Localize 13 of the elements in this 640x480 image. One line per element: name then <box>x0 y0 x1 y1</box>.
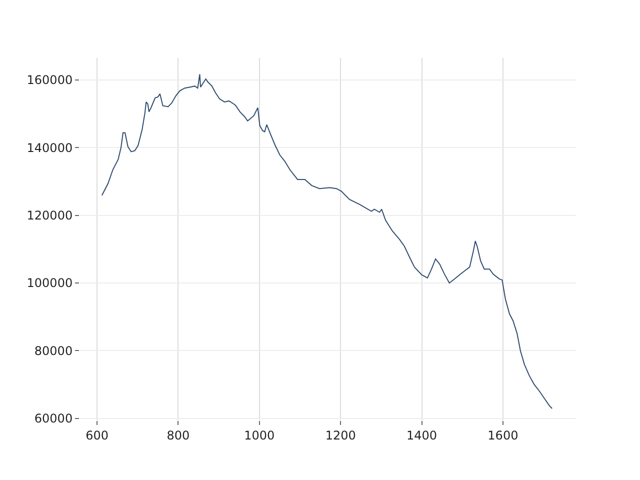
y-tick-label: 140000 <box>26 140 73 155</box>
x-tick-label: 800 <box>166 428 190 442</box>
y-tick-label: 60000 <box>34 412 73 426</box>
x-tick-label: 1600 <box>488 428 518 442</box>
x-tick-label: 1400 <box>406 428 438 442</box>
y-tick-label: 120000 <box>26 208 73 223</box>
line-series <box>101 74 553 409</box>
x-tick-label: 1000 <box>244 428 275 442</box>
y-tick-label: 160000 <box>26 73 73 88</box>
x-tick-label: 600 <box>86 428 109 442</box>
y-tick-label: 100000 <box>26 276 73 290</box>
y-tick-label: 80000 <box>34 344 73 358</box>
x-tick-label: 1200 <box>325 428 356 442</box>
